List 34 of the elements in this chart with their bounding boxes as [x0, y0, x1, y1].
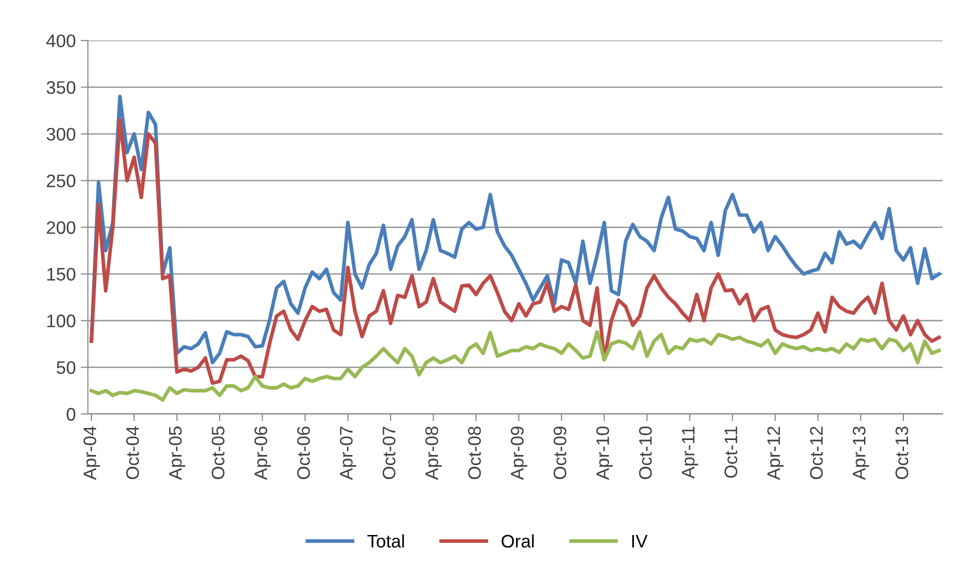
x-tick-label: Apr-13 — [852, 426, 870, 480]
y-tick-label: 150 — [47, 268, 76, 281]
y-tick-label: 300 — [46, 128, 76, 141]
x-tick-label: Oct-12 — [810, 426, 823, 480]
y-tick-label: 350 — [46, 81, 76, 94]
x-tick-label: Oct-05 — [212, 426, 224, 480]
x-tick-label: Apr-08 — [425, 426, 442, 480]
x-tick-label: Apr-04 — [83, 426, 100, 480]
line-series — [90, 330, 941, 402]
y-tick-label: 100 — [47, 314, 76, 328]
y-tick-label: 0 — [66, 408, 76, 421]
x-tick-label: Oct-07 — [382, 426, 396, 480]
x-tick-label: Oct-09 — [554, 426, 566, 480]
x-tick-label: Apr-09 — [510, 426, 528, 480]
x-tick-label: Oct-11 — [724, 426, 738, 478]
x-tick-label: Oct-10 — [639, 426, 652, 480]
y-tick-label: 250 — [46, 174, 76, 188]
legend-label: Total — [367, 534, 404, 548]
x-tick-label: Apr-10 — [596, 426, 613, 480]
x-tick-label: Apr-05 — [168, 426, 186, 480]
y-tick-label: 400 — [46, 34, 76, 48]
x-tick-label: Oct-04 — [126, 426, 140, 480]
line-series — [90, 118, 941, 385]
x-tick-label: Oct-06 — [297, 426, 310, 480]
x-tick-label: Apr-11 — [682, 426, 698, 479]
y-tick-label: 50 — [56, 361, 76, 374]
legend-label: Oral — [502, 534, 534, 548]
x-tick-label: Oct-13 — [895, 426, 908, 480]
legend-label: IV — [632, 535, 648, 548]
x-tick-label: Oct-08 — [468, 426, 481, 480]
x-tick-label: Apr-12 — [767, 426, 784, 480]
x-tick-label: Apr-07 — [340, 426, 356, 480]
x-tick-label: Apr-06 — [254, 426, 271, 480]
y-tick-label: 200 — [46, 221, 76, 234]
